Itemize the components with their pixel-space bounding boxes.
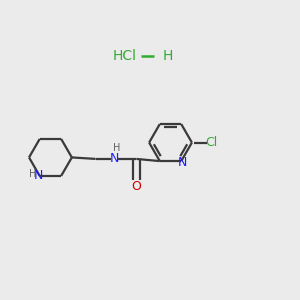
Text: H: H [163, 50, 173, 63]
Text: O: O [131, 180, 141, 193]
Text: N: N [34, 169, 43, 182]
Text: H: H [113, 142, 120, 153]
Text: H: H [28, 169, 36, 179]
Text: N: N [110, 152, 120, 165]
Text: N: N [177, 156, 187, 169]
Text: Cl: Cl [206, 136, 218, 149]
Text: HCl: HCl [113, 50, 137, 63]
